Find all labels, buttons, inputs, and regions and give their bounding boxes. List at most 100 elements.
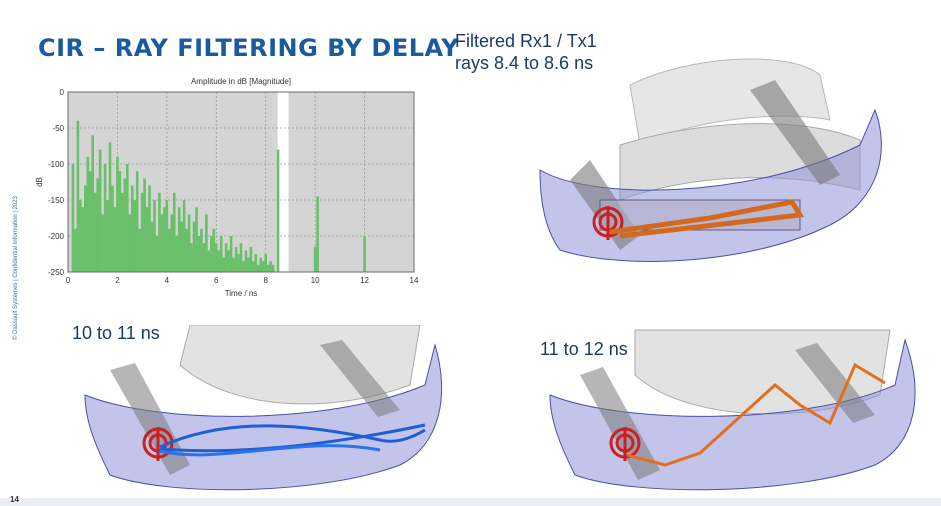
bar: [180, 221, 183, 272]
page-number: 14: [10, 495, 19, 504]
bar: [254, 254, 258, 272]
y-axis-label: dB: [35, 177, 44, 187]
bar: [81, 207, 85, 272]
bar: [259, 257, 263, 272]
bar: [170, 214, 174, 272]
bar: [249, 246, 253, 272]
support-beam-right: [795, 343, 875, 423]
bar: [150, 221, 154, 272]
bar: [210, 236, 213, 272]
chart-title: Amplitude in dB [Magnitude]: [191, 77, 291, 86]
bar: [227, 250, 230, 272]
caption-bottom-left: 10 to 11 ns: [72, 323, 160, 343]
scene-bottom-left: [84, 325, 443, 491]
support-beam-right: [320, 340, 400, 417]
x-tick-label: 12: [360, 276, 369, 285]
bar: [276, 149, 280, 272]
bar: [155, 236, 159, 272]
ray-path-a: [159, 424, 426, 449]
bar: [88, 171, 92, 272]
bar: [247, 257, 250, 272]
bar: [192, 221, 196, 272]
bar: [158, 192, 161, 272]
bar: [214, 243, 218, 272]
highlight-band: [277, 92, 289, 272]
bar: [148, 185, 151, 272]
bar: [165, 200, 169, 272]
bar: [96, 178, 99, 272]
x-tick-label: 8: [263, 276, 268, 285]
bar: [108, 142, 112, 272]
bar: [111, 185, 114, 272]
bar: [113, 207, 117, 272]
bar: [239, 243, 243, 272]
bar: [190, 243, 193, 272]
y-tick-label: 0: [60, 88, 65, 97]
bar: [118, 171, 122, 272]
bar: [116, 156, 119, 272]
bar: [98, 149, 102, 272]
antenna-icon: [592, 206, 624, 240]
bar: [244, 250, 248, 272]
bar: [205, 214, 208, 272]
copyright-side-text: © Dassault Systèmes | Confidential Infor…: [3, 190, 19, 350]
x-tick-label: 14: [410, 276, 419, 285]
scene-bottom-right: [549, 329, 916, 491]
bar: [168, 228, 171, 272]
bar: [74, 228, 77, 272]
bar: [261, 261, 265, 272]
bar: [269, 261, 272, 272]
y-tick-label: -250: [48, 268, 65, 277]
bar: [91, 135, 95, 272]
bar: [229, 236, 233, 272]
bar: [197, 236, 201, 272]
caption-bottom-right: 11 to 12 ns: [540, 339, 628, 359]
bar: [271, 264, 275, 272]
x-axis-label: Time / ns: [225, 289, 258, 298]
bar: [207, 250, 211, 272]
support-beam-left: [580, 367, 660, 480]
ray-path-11-to-12-ns: [626, 362, 886, 467]
bar: [76, 120, 80, 272]
bar: [182, 200, 186, 272]
x-tick-label: 0: [66, 276, 71, 285]
x-tick-label: 2: [115, 276, 120, 285]
bar: [217, 250, 221, 272]
bar: [234, 246, 238, 272]
bar: [212, 228, 216, 272]
support-beam-right: [750, 80, 840, 185]
cir-chart: 0 2 4 6 8 10 12 14 0 -50 -100 -150 -200 -250 Amplitude…: [34, 72, 424, 302]
bar: [219, 236, 223, 272]
x-tick-label: 10: [311, 276, 320, 285]
bar: [121, 192, 124, 272]
bar: [195, 207, 198, 272]
bar: [130, 185, 134, 272]
bar: [145, 207, 149, 272]
trunk-lid: [629, 58, 831, 146]
ray-path-c: [159, 444, 381, 457]
copyright-text: © Dassault Systèmes | Confidential Infor…: [13, 196, 19, 340]
bar: [93, 192, 97, 272]
scene-top-right: [539, 58, 882, 262]
bar: [101, 214, 104, 272]
bar: [79, 200, 82, 272]
y-tick-label: -150: [48, 196, 65, 205]
cir-chart-svg: 0 2 4 6 8 10 12 14 0 -50 -100 -150 -200 -250 Amplitude…: [35, 77, 419, 298]
x-tick-label: 6: [214, 276, 219, 285]
caption-top-right-line1: Filtered Rx1 / Tx1: [455, 31, 597, 51]
bar: [103, 164, 107, 272]
antenna-icon: [609, 427, 641, 461]
bar: [123, 178, 127, 272]
bar: [232, 257, 235, 272]
bar: [224, 243, 228, 272]
bar: [84, 185, 87, 272]
bar: [140, 192, 144, 272]
bar: [264, 254, 268, 272]
bar: [177, 207, 181, 272]
footer-strip: [0, 498, 941, 506]
bar: [313, 246, 317, 272]
bar: [175, 236, 179, 272]
bar: [316, 196, 319, 272]
bar: [237, 254, 240, 272]
ray-path-8-4-to-8-6-ns: [609, 199, 805, 239]
